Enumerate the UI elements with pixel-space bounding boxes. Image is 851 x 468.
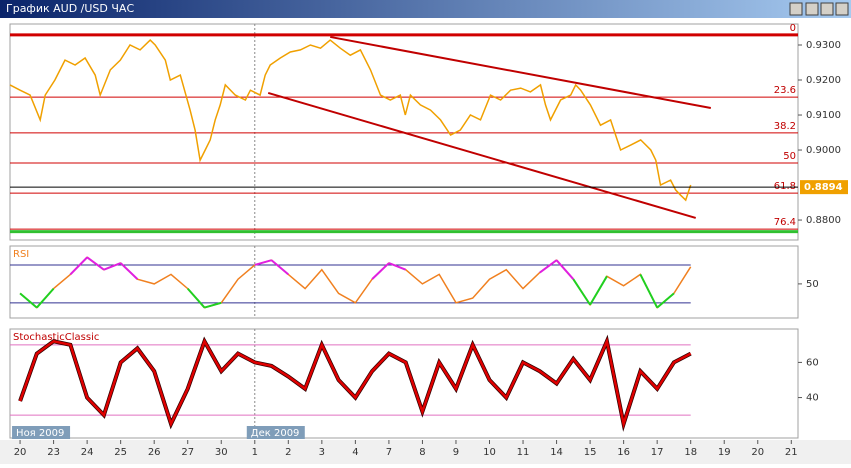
x-tick-label: 25 bbox=[114, 447, 127, 458]
x-tick-label: 16 bbox=[617, 447, 630, 458]
zone-segment bbox=[555, 259, 575, 280]
last-price-label: 0.8894 bbox=[804, 182, 843, 193]
zone-segment bbox=[36, 287, 55, 309]
window-buttons[interactable] bbox=[789, 2, 849, 16]
x-tick-label: 27 bbox=[181, 447, 194, 458]
period-box bbox=[12, 426, 71, 439]
last-price-box bbox=[800, 180, 848, 195]
fib-base bbox=[10, 230, 798, 234]
y-tick-label: 0.8800 bbox=[806, 215, 841, 226]
x-axis-bar bbox=[0, 440, 851, 464]
zone-segment bbox=[656, 292, 675, 309]
fib-label: 38.2 bbox=[774, 121, 796, 132]
zone-segment bbox=[388, 262, 407, 271]
x-tick-label: 3 bbox=[319, 447, 325, 458]
x-tick-label: 19 bbox=[718, 447, 731, 458]
zone-segment bbox=[254, 259, 272, 266]
x-tick-label: 20 bbox=[14, 447, 27, 458]
x-tick-label: 8 bbox=[419, 447, 425, 458]
window-title: График AUD /USD ЧАС bbox=[6, 2, 134, 15]
fib-label: 50 bbox=[783, 151, 796, 162]
y-tick-label: 0.9100 bbox=[806, 110, 841, 121]
zone-segment bbox=[639, 273, 659, 309]
x-tick-label: 24 bbox=[81, 447, 94, 458]
fib-label: 23.6 bbox=[774, 85, 796, 96]
period-label: Дек 2009 bbox=[251, 428, 300, 439]
x-tick-label: 21 bbox=[785, 447, 798, 458]
x-tick-label: 26 bbox=[148, 447, 161, 458]
y-tick-label: 0.9300 bbox=[806, 40, 841, 51]
fib-label: 0 bbox=[790, 23, 796, 34]
zone-segment bbox=[371, 262, 390, 280]
x-tick-label: 2 bbox=[285, 447, 291, 458]
y-tick-label: 40 bbox=[806, 393, 819, 404]
x-tick-label: 23 bbox=[47, 447, 60, 458]
trend-line bbox=[330, 35, 712, 110]
x-tick-label: 11 bbox=[517, 447, 530, 458]
x-tick-label: 18 bbox=[684, 447, 697, 458]
zone-segment bbox=[119, 262, 139, 280]
x-tick-label: 30 bbox=[215, 447, 228, 458]
x-tick-label: 10 bbox=[483, 447, 496, 458]
period-label: Ноя 2009 bbox=[16, 428, 64, 439]
zone-segment bbox=[572, 278, 591, 306]
x-tick-label: 9 bbox=[453, 447, 459, 458]
zone-segment bbox=[186, 287, 206, 309]
trend-line bbox=[267, 92, 697, 219]
y-tick-label: 60 bbox=[806, 357, 819, 368]
zone-segment bbox=[204, 301, 222, 309]
fib-label: 61.8 bbox=[774, 181, 796, 192]
period-box bbox=[246, 426, 305, 439]
x-tick-label: 4 bbox=[352, 447, 358, 458]
zone-segment bbox=[19, 292, 38, 309]
x-tick-label: 7 bbox=[386, 447, 392, 458]
title-bar bbox=[0, 0, 851, 18]
zone-segment bbox=[69, 256, 88, 276]
zone-segment bbox=[539, 259, 558, 274]
panel-title: StochasticClassic bbox=[13, 332, 99, 343]
x-tick-label: 1 bbox=[252, 447, 258, 458]
y-tick-label: 0.9200 bbox=[806, 75, 841, 86]
x-tick-label: 20 bbox=[751, 447, 764, 458]
x-tick-label: 17 bbox=[651, 447, 664, 458]
series-line bbox=[9, 39, 692, 202]
zone-segment bbox=[270, 259, 289, 276]
y-tick-label: 0.9000 bbox=[806, 145, 841, 156]
panel bbox=[9, 245, 799, 319]
zone-segment bbox=[103, 262, 122, 271]
series-line bbox=[18, 337, 692, 429]
x-tick-label: 15 bbox=[584, 447, 597, 458]
fib-label: 76.4 bbox=[774, 217, 796, 228]
y-tick-label: 50 bbox=[806, 279, 819, 290]
panel bbox=[9, 328, 799, 439]
zone-segment bbox=[589, 275, 608, 306]
x-tick-label: 14 bbox=[550, 447, 563, 458]
zone-segment bbox=[86, 256, 105, 271]
panel-title: RSI bbox=[13, 249, 29, 260]
